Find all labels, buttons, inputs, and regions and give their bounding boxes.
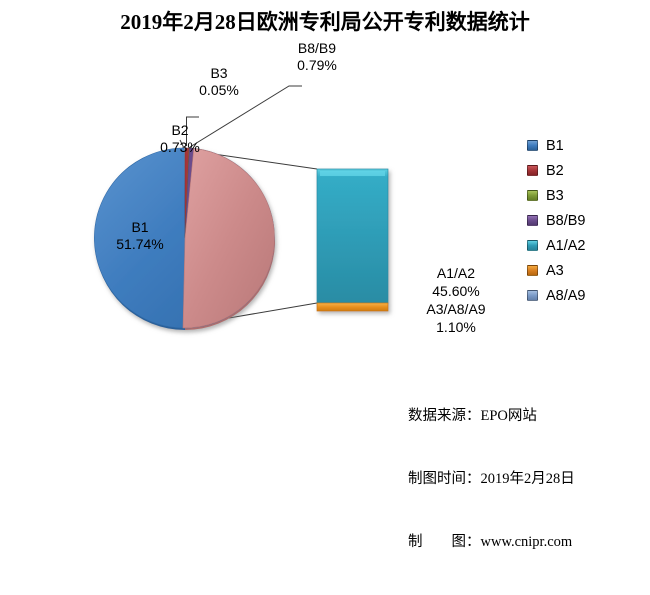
legend-label-b3: B3 [546, 188, 564, 204]
legend-item-b8b9[interactable]: B8/B9 [527, 208, 637, 233]
pie-label-b1-name: B1 [93, 219, 187, 236]
pie-label-b3-value: 0.05% [184, 82, 254, 99]
pie-label-b2: B2 0.73% [150, 122, 210, 156]
legend-label-a1a2: A1/A2 [546, 238, 586, 254]
pie-label-b3: B3 0.05% [184, 65, 254, 99]
legend-label-b8b9: B8/B9 [546, 213, 586, 229]
legend-item-a3[interactable]: A3 [527, 258, 637, 283]
legend-label-b1: B1 [546, 138, 564, 154]
pie-label-b8b9-name: B8/B9 [275, 40, 359, 57]
source-line-author: 制 图：www.cnipr.com [408, 532, 575, 553]
bar-label-a1a2-name: A1/A2 [398, 264, 514, 282]
bar-label-a3a8a9-name: A3/A8/A9 [398, 300, 514, 318]
legend-item-a8a9[interactable]: A8/A9 [527, 283, 637, 308]
pie-label-b2-value: 0.73% [150, 139, 210, 156]
chart-legend: B1 B2 B3 B8/B9 A1/A2 A3 A8/A9 [527, 133, 637, 308]
legend-swatch-icon-a3 [527, 265, 538, 276]
legend-item-b3[interactable]: B3 [527, 183, 637, 208]
pie-label-b8b9-value: 0.79% [275, 57, 359, 74]
legend-item-a1a2[interactable]: A1/A2 [527, 233, 637, 258]
legend-label-a8a9: A8/A9 [546, 288, 586, 304]
pie-label-b3-name: B3 [184, 65, 254, 82]
pie-label-b8b9: B8/B9 0.79% [275, 40, 359, 74]
legend-swatch-icon-b8b9 [527, 215, 538, 226]
legend-item-b2[interactable]: B2 [527, 158, 637, 183]
legend-swatch-icon-b3 [527, 190, 538, 201]
legend-swatch-icon-b2 [527, 165, 538, 176]
legend-label-b2: B2 [546, 163, 564, 179]
source-line-date: 制图时间：2019年2月28日 [408, 469, 575, 490]
legend-swatch-icon-a8a9 [527, 290, 538, 301]
bar-segment-a3a8a9 [317, 303, 388, 311]
bar-label-a3a8a9-value: 1.10% [398, 318, 514, 336]
pie-label-b1-value: 51.74% [93, 236, 187, 253]
bar-labels: A1/A2 45.60% A3/A8/A9 1.10% [398, 264, 514, 336]
pie-label-b1: B1 51.74% [93, 219, 187, 253]
pie-label-b2-name: B2 [150, 122, 210, 139]
legend-label-a3: A3 [546, 263, 564, 279]
bar-top-highlight [320, 171, 385, 176]
legend-swatch-icon-a1a2 [527, 240, 538, 251]
pie-slice-other [183, 148, 274, 328]
legend-swatch-icon-b1 [527, 140, 538, 151]
bar-segment-a1a2 [317, 169, 388, 303]
secondary-bar [317, 169, 388, 311]
source-block: 数据来源：EPO网站 制图时间：2019年2月28日 制 图：www.cnipr… [408, 364, 575, 595]
chart-canvas: 2019年2月28日欧洲专利局公开专利数据统计 [0, 0, 650, 440]
bar-label-a1a2-value: 45.60% [398, 282, 514, 300]
legend-item-b1[interactable]: B1 [527, 133, 637, 158]
source-line-data: 数据来源：EPO网站 [408, 406, 575, 427]
